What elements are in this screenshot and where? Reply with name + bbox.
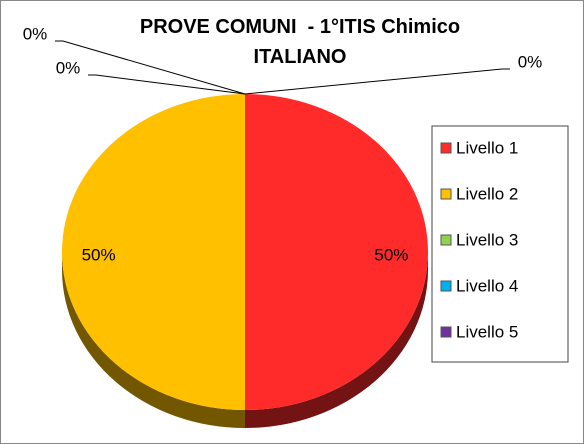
pie-side xyxy=(245,252,428,428)
data-label: 0% xyxy=(56,58,81,77)
pie-side xyxy=(62,252,245,428)
legend-label: Livello 4 xyxy=(456,276,518,295)
legend-label: Livello 5 xyxy=(456,322,518,341)
legend-swatch xyxy=(440,142,452,154)
data-label: 50% xyxy=(374,245,408,264)
legend-label: Livello 3 xyxy=(456,230,518,249)
leader-line xyxy=(88,74,246,95)
leader-line xyxy=(244,68,510,95)
pie-slice xyxy=(245,94,428,410)
legend-swatch xyxy=(440,188,452,200)
legend-swatch xyxy=(440,280,452,292)
legend-label: Livello 1 xyxy=(456,138,518,157)
legend-label: Livello 2 xyxy=(456,184,518,203)
data-label: 0% xyxy=(518,52,543,71)
legend-box xyxy=(431,125,569,363)
data-label: 0% xyxy=(23,24,48,43)
pie-slice xyxy=(62,94,245,410)
data-label: 50% xyxy=(82,245,116,264)
chart-title: PROVE COMUNI - 1°ITIS Chimico ITALIANO xyxy=(139,16,466,68)
leader-line xyxy=(55,40,246,95)
legend-swatch xyxy=(440,326,452,338)
legend-swatch xyxy=(440,234,452,246)
